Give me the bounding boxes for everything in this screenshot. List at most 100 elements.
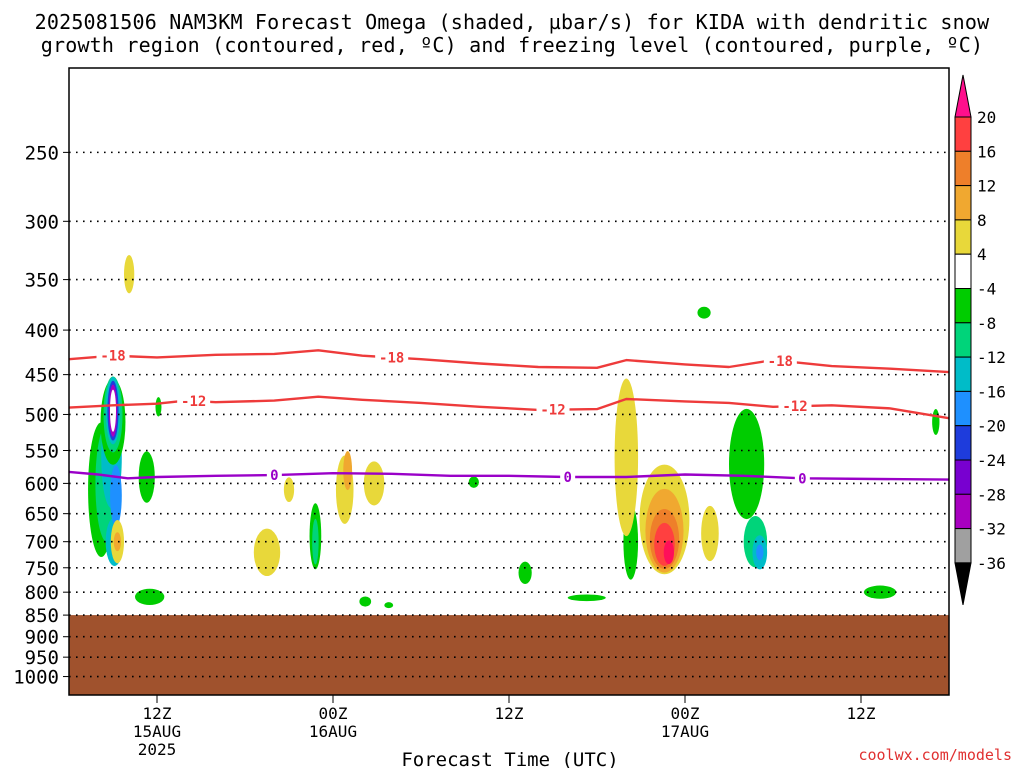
y-tick-label: 800 <box>25 582 59 604</box>
omega-region <box>124 254 135 294</box>
omega-region <box>110 389 116 432</box>
y-tick-label: 900 <box>25 627 59 649</box>
omega-region <box>384 602 394 609</box>
x-tick-label: 12Z <box>847 704 876 723</box>
isotherm-label-bg <box>794 470 810 487</box>
x-tick-label: 12Z <box>143 704 172 723</box>
omega-region <box>729 408 765 520</box>
omega-region <box>663 540 674 565</box>
x-axis-label: Forecast Time (UTC) <box>401 749 618 768</box>
colorbar-label: 16 <box>977 142 996 161</box>
isotherm-line <box>69 349 949 374</box>
omega-region <box>567 594 606 602</box>
y-tick-label: 550 <box>25 441 59 463</box>
isotherm-label-bg <box>96 347 130 364</box>
isotherm-labels: -18 -18 -18 -12 -12 -12 0 0 0 <box>96 347 812 487</box>
isotherm-label-bg <box>560 469 576 486</box>
colorbar-segment <box>954 219 972 255</box>
omega-region <box>359 596 372 607</box>
x-tick-year: 2025 <box>138 740 177 759</box>
omega-region <box>756 544 764 561</box>
isotherm-label-bg <box>375 349 409 366</box>
omega-shading <box>88 254 940 609</box>
colorbar-label: 20 <box>977 108 996 127</box>
y-tick-label: 650 <box>25 504 59 526</box>
colorbar-segment <box>954 185 972 221</box>
colorbar-segment <box>954 390 972 427</box>
y-tick-label: 400 <box>25 320 59 342</box>
y-tick-label: 500 <box>25 404 59 426</box>
colorbar-segment <box>954 459 972 495</box>
colorbar-segment <box>954 116 972 152</box>
y-axis: 2503003504004505005506006507007508008509… <box>13 142 69 689</box>
y-tick-label: 450 <box>25 365 59 387</box>
omega-region <box>518 561 532 584</box>
x-tick-date: 15AUG <box>133 722 181 741</box>
colorbar-segment <box>954 493 972 530</box>
omega-region <box>135 588 165 606</box>
y-tick-label: 750 <box>25 558 59 580</box>
omega-region <box>113 532 122 552</box>
isotherm-label: 0 <box>270 468 278 484</box>
colorbar-label: -36 <box>977 554 1006 573</box>
y-tick-label: 700 <box>25 532 59 554</box>
colorbar-segment <box>954 528 972 564</box>
isotherm-line <box>69 470 949 481</box>
omega-region <box>253 528 281 577</box>
chart-title-line-2: growth region (contoured, red, ºC) and f… <box>40 33 984 57</box>
colorbar-bottom-arrow <box>954 562 972 605</box>
colorbar-segment <box>954 356 972 392</box>
colorbar-label: 4 <box>977 245 987 264</box>
x-tick-date: 16AUG <box>309 722 357 741</box>
isotherm-label-bg <box>778 398 812 415</box>
omega-region <box>863 585 897 599</box>
isotherm-label: -18 <box>379 350 404 366</box>
chart-title-line-1: 2025081506 NAM3KM Forecast Omega (shaded… <box>34 10 990 34</box>
colorbar-segment <box>954 150 972 187</box>
y-tick-label: 350 <box>25 270 59 292</box>
colorbar-segment <box>954 253 972 289</box>
plot-frame <box>68 67 950 696</box>
y-tick-label: 600 <box>25 473 59 495</box>
y-tick-label: 250 <box>25 142 59 164</box>
colorbar: 20 16 12 8 4 -4 -8 -12 -16 -20 -24 -28 -32 -36 <box>954 74 1006 605</box>
isotherm-label: -18 <box>100 349 125 365</box>
colorbar-label: -24 <box>977 451 1006 470</box>
colorbar-label: -4 <box>977 280 996 299</box>
isotherm-label: -12 <box>540 403 565 419</box>
x-tick-label: 00Z <box>319 704 348 723</box>
colorbar-segment <box>954 425 972 461</box>
omega-region <box>155 397 162 417</box>
isotherm-label: 0 <box>798 471 806 487</box>
x-tick-label: 12Z <box>495 704 524 723</box>
omega-region <box>110 465 122 527</box>
colorbar-label: -16 <box>977 382 1006 401</box>
isotherm-label: -12 <box>782 399 807 415</box>
y-tick-label: 950 <box>25 647 59 669</box>
pressure-gridlines <box>69 151 949 678</box>
omega-region <box>468 476 479 488</box>
source-credit: coolwx.com/models <box>858 746 1012 764</box>
omega-region <box>932 408 940 435</box>
colorbar-label: 12 <box>977 177 996 196</box>
omega-region <box>343 451 353 491</box>
colorbar-label: -8 <box>977 314 996 333</box>
ground-fill <box>69 615 949 695</box>
colorbar-label: -32 <box>977 520 1006 539</box>
colorbar-label: -20 <box>977 417 1006 436</box>
isotherm-label-bg <box>177 392 211 409</box>
ground-below-850 <box>69 615 949 695</box>
x-tick-date: 17AUG <box>661 722 709 741</box>
omega-region <box>701 505 719 562</box>
colorbar-top-arrow <box>954 74 972 118</box>
omega-region <box>283 477 295 503</box>
isotherm-label-bg <box>536 401 570 418</box>
y-tick-label: 1000 <box>13 667 59 689</box>
colorbar-segment <box>954 322 972 358</box>
colorbar-label: -28 <box>977 485 1006 504</box>
omega-region <box>697 306 711 319</box>
omega-region <box>614 378 639 537</box>
colorbar-label: 8 <box>977 211 987 230</box>
